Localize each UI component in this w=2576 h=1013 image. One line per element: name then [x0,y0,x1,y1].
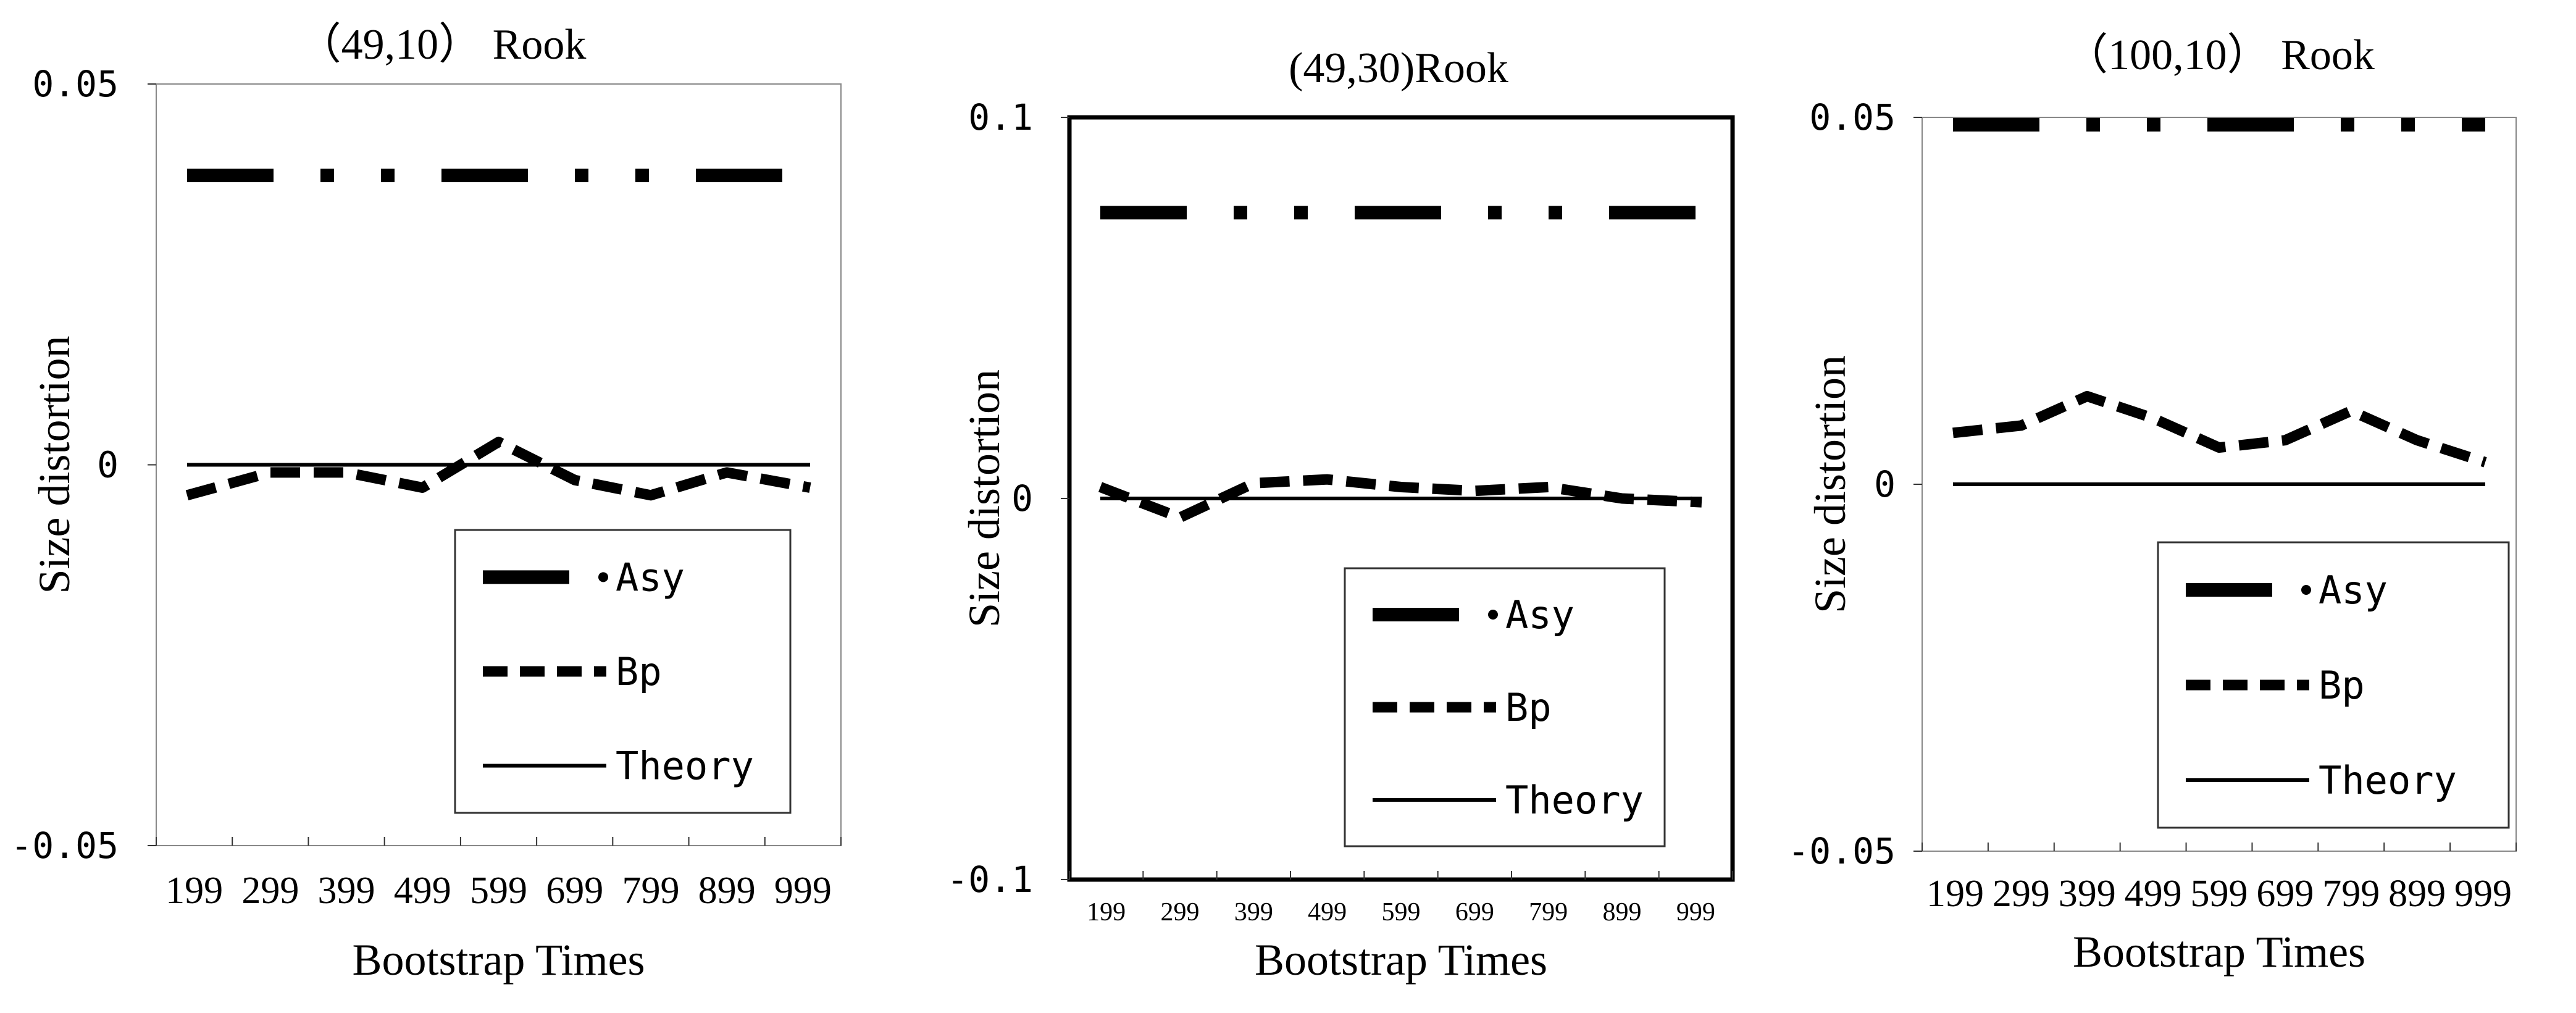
x-tick-label: 899 [1603,898,1642,927]
y-tick-label: -0.05 [10,825,119,867]
chart-title: (49,30)Rook [1289,44,1508,92]
legend-label-theory: Theory [1505,778,1644,823]
x-tick-label: 999 [774,870,832,912]
chart-title: （49,10） Rook [298,21,587,69]
x-tick-label: 499 [394,870,451,912]
y-axis-label: Size distortion [960,369,1009,628]
x-tick-label: 599 [2191,873,2248,915]
series-line-bp [185,437,811,501]
chart-title: （100,10） Rook [2065,32,2375,79]
x-tick-label: 499 [2125,873,2182,915]
x-tick-label: 699 [2256,873,2314,915]
y-tick-label: 0 [97,444,119,486]
y-tick-label: -0.1 [947,859,1033,901]
x-tick-label: 399 [2059,873,2116,915]
y-tick-label: 0.05 [1809,96,1896,138]
x-tick-label: 399 [318,870,375,912]
x-axis-label: Bootstrap Times [1255,935,1547,985]
legend-label-theory: Theory [616,744,754,789]
legend: Asy Bp Theory [454,529,792,814]
y-axis-label: Size distortion [30,336,79,594]
y-tick-label: 0 [1011,477,1033,519]
x-tick-label: 299 [241,870,299,912]
x-tick-label: 699 [1455,898,1494,927]
y-axis-label: Size distortion [1805,355,1855,613]
chart-2: (49,30)Rook Size distortion Bootstrap Time… [947,44,1735,985]
legend-label-asy: Asy [616,555,685,600]
y-tick-label: 0.1 [968,96,1033,138]
legend-swatch-dot [2301,585,2311,595]
x-tick-label: 599 [470,870,527,912]
legend-label-asy: Asy [1505,592,1574,637]
x-axis-label: Bootstrap Times [2073,927,2365,977]
x-tick-label: 699 [546,870,603,912]
x-tick-label: 599 [1382,898,1421,927]
legend-swatch-dot [1488,610,1498,620]
chart-3: （100,10） Rook Size distortion Bootstrap Ti… [1788,32,2517,977]
x-axis-label: Bootstrap Times [352,935,645,985]
x-tick-label: 799 [1529,898,1568,927]
x-tick-label: 199 [1087,898,1126,927]
x-tick-label: 199 [165,870,223,912]
legend-label-bp: Bp [616,649,662,694]
x-tick-label: 899 [698,870,756,912]
legend: Asy Bp Theory [2157,541,2510,829]
x-tick-label: 299 [1161,898,1200,927]
chart-1: （49,10） Rook Size distortion Bootstrap Tim… [10,21,842,985]
x-tick-label: 999 [1676,898,1715,927]
legend-swatch-dot [598,572,608,582]
x-tick-label: 899 [2388,873,2446,915]
x-tick-label: 299 [1993,873,2050,915]
y-tick-label: 0 [1874,463,1896,505]
x-tick-label: 799 [622,870,679,912]
legend-label-theory: Theory [2319,758,2457,803]
x-tick-label: 199 [1926,873,1984,915]
legend: Asy Bp Theory [1344,567,1666,847]
x-tick-label: 799 [2322,873,2380,915]
y-tick-label: -0.05 [1788,830,1896,872]
y-tick-label: 0.05 [32,63,119,105]
x-tick-label: 999 [2454,873,2512,915]
legend-label-bp: Bp [2319,663,2365,708]
legend-label-asy: Asy [2319,568,2388,613]
series-line-bp [1952,390,2487,468]
x-tick-label: 399 [1234,898,1273,927]
legend-label-bp: Bp [1505,685,1552,730]
series-line-bp [1098,474,1702,523]
x-tick-label: 499 [1308,898,1347,927]
